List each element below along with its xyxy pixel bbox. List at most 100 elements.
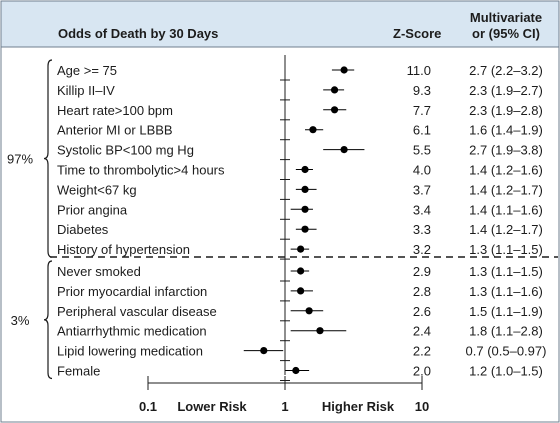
group-brace [43,260,53,380]
forest-row: Heart rate>100 bpm 7.7 2.3 (1.9–2.8) [57,103,543,118]
z-score-value: 2.2 [413,344,431,359]
forest-row: Lipid lowering medication 2.2 0.7 (0.5–0.9… [57,344,546,359]
or-ci-value: 1.2 (1.0–1.5) [469,364,543,379]
forest-row: Antiarrhythmic medication 2.4 1.8 (1.1–2.8… [57,324,543,339]
higher-risk-label: Higher Risk [322,399,395,414]
row-label: Killip II–IV [57,83,115,98]
or-ci-value: 1.6 (1.4–1.9) [469,123,543,138]
row-label: History of hypertension [57,242,190,257]
row-label: Antiarrhythmic medication [57,324,207,339]
z-score-value: 2.0 [413,364,431,379]
or-ci-value: 1.3 (1.1–1.5) [469,242,543,257]
row-label: Anterior MI or LBBB [57,123,173,138]
forest-row: Age >= 75 11.0 2.7 (2.2–3.2) [57,63,543,78]
z-score-value: 2.6 [413,304,431,319]
or-point [316,327,324,335]
row-label: Prior angina [57,202,128,217]
or-ci-value: 1.4 (1.2–1.7) [469,182,543,197]
or-point [340,146,348,154]
z-score-value: 6.1 [413,123,431,138]
forest-row: Systolic BP<100 mg Hg 5.5 2.7 (1.9–3.8) [57,143,543,158]
row-label: Prior myocardial infarction [57,284,207,299]
row-label: Age >= 75 [57,63,117,78]
forest-row: Peripheral vascular disease 2.6 1.5 (1.1–1… [57,304,543,319]
row-label: Heart rate>100 bpm [57,103,173,118]
row-label: Female [57,364,100,379]
row-label: Diabetes [57,222,109,237]
or-ci-value: 2.7 (1.9–3.8) [469,143,543,158]
z-score-value: 3.3 [413,222,431,237]
or-point [301,185,309,193]
or-point [297,245,305,253]
row-label: Never smoked [57,264,141,279]
forest-row: Prior angina 3.4 1.4 (1.1–1.6) [57,202,543,217]
row-label: Time to thrombolytic>4 hours [57,163,225,178]
row-label: Lipid lowering medication [57,344,203,359]
tick-label-10: 10 [415,399,429,414]
forest-row: Female 2.0 1.2 (1.0–1.5) [57,364,543,379]
forest-row: Never smoked 2.9 1.3 (1.1–1.5) [57,264,543,279]
group-label: 3% [11,313,30,328]
or-point [301,205,309,213]
or-ci-value: 0.7 (0.5–0.97) [466,344,547,359]
or-ci-value: 1.3 (1.1–1.5) [469,264,543,279]
groups-layer: 97% 3% [7,59,53,380]
rows-layer: Age >= 75 11.0 2.7 (2.2–3.2) Killip II–IV 9.… [57,63,546,379]
or-point [301,165,309,174]
or-point [301,225,309,233]
or-ci-value: 1.5 (1.1–1.9) [469,304,543,319]
forest-row: Time to thrombolytic>4 hours 4.0 1.4 (1.2–… [57,163,543,178]
z-score-value: 7.7 [413,103,431,118]
group-label: 97% [7,152,33,167]
x-axis [147,79,423,390]
or-ci-value: 1.3 (1.1–1.6) [469,284,543,299]
or-point [330,86,339,94]
tick-label-0.1: 0.1 [139,399,157,414]
forest-row: Weight<67 kg 3.7 1.4 (1.2–1.7) [57,182,543,197]
forest-row: History of hypertension 3.2 1.3 (1.1–1.5) [57,242,543,257]
zscore-header: Z-Score [393,26,441,41]
z-score-value: 3.4 [413,202,431,217]
or-point [309,126,317,134]
forest-row: Anterior MI or LBBB 6.1 1.6 (1.4–1.9) [57,123,543,138]
or-point [292,366,300,375]
forest-row: Diabetes 3.3 1.4 (1.2–1.7) [57,222,543,237]
forest-row: Prior myocardial infarction 2.8 1.3 (1.1–1… [57,284,543,299]
chart-title: Odds of Death by 30 Days [58,26,218,41]
or-ci-value: 2.3 (1.9–2.8) [469,103,543,118]
header-background [1,1,559,47]
or-ci-value: 1.8 (1.1–2.8) [469,324,543,339]
row-label: Peripheral vascular disease [57,304,217,319]
z-score-value: 4.0 [413,163,431,178]
or-point [297,287,305,295]
or-ci-value: 1.4 (1.2–1.7) [469,222,543,237]
z-score-value: 2.4 [413,324,431,339]
z-score-value: 2.9 [413,264,431,279]
row-label: Systolic BP<100 mg Hg [57,143,194,158]
z-score-value: 5.5 [413,143,431,158]
or-point [330,106,339,114]
z-score-value: 2.8 [413,284,431,299]
tick-label-1: 1 [281,399,288,414]
or-point [260,347,268,355]
z-score-value: 3.2 [413,242,431,257]
lower-risk-label: Lower Risk [177,399,247,414]
z-score-value: 9.3 [413,83,431,98]
or-point [305,307,313,315]
forest-row: Killip II–IV 9.3 2.3 (1.9–2.7) [57,83,543,98]
or-ci-value: 2.7 (2.2–3.2) [469,63,543,78]
or-point [340,66,348,74]
z-score-value: 3.7 [413,182,431,197]
or-point [297,267,305,275]
row-label: Weight<67 kg [57,182,137,197]
or-header-line2: or (95% CI) [472,26,540,41]
or-header-line1: Multivariate [470,10,542,25]
or-ci-value: 1.4 (1.1–1.6) [469,202,543,217]
z-score-value: 11.0 [407,63,431,78]
group-brace [43,59,53,258]
or-ci-value: 1.4 (1.2–1.6) [469,163,543,178]
or-ci-value: 2.3 (1.9–2.7) [469,83,543,98]
